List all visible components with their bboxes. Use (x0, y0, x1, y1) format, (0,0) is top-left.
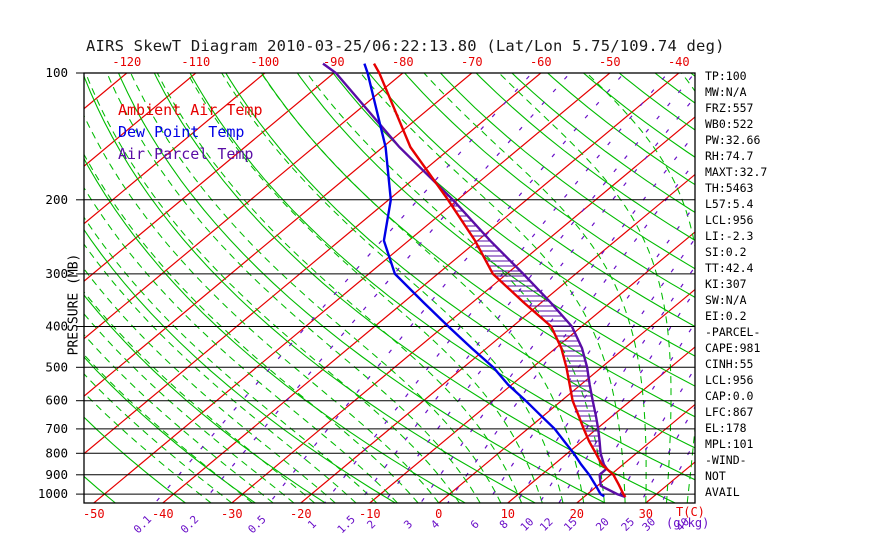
svg-text:-30: -30 (221, 507, 243, 521)
panel-line: SW:N/A (705, 293, 747, 307)
panel-line: LCL:956 (705, 213, 754, 227)
svg-text:-80: -80 (392, 55, 414, 69)
legend-air-parcel-temp: Air Parcel Temp (118, 145, 254, 163)
svg-text:-20: -20 (290, 507, 312, 521)
panel-line: TT:42.4 (705, 261, 754, 275)
panel-line: MPL:101 (705, 437, 754, 451)
panel-line: MW:N/A (705, 85, 747, 99)
panel-line: CAP:0.0 (705, 389, 754, 403)
svg-text:-100: -100 (250, 55, 279, 69)
svg-text:-10: -10 (359, 507, 381, 521)
svg-text:-110: -110 (181, 55, 210, 69)
svg-text:700: 700 (45, 421, 68, 436)
svg-text:-40: -40 (668, 55, 690, 69)
svg-text:10: 10 (518, 515, 537, 534)
svg-text:-40: -40 (152, 507, 174, 521)
panel-line: SI:0.2 (705, 245, 747, 259)
svg-text:200: 200 (45, 192, 68, 207)
panel-line: CINH:55 (705, 357, 754, 371)
svg-text:20: 20 (570, 507, 584, 521)
svg-text:100: 100 (45, 65, 68, 80)
panel-line: L57:5.4 (705, 197, 754, 211)
panel-line: -PARCEL- (705, 325, 761, 339)
panel-line: CAPE:981 (705, 341, 761, 355)
svg-text:600: 600 (45, 393, 68, 408)
panel-line: MAXT:32.7 (705, 165, 768, 179)
panel-line: PW:32.66 (705, 133, 761, 147)
panel-line: NOT (705, 469, 726, 483)
svg-text:0.1: 0.1 (131, 513, 154, 536)
svg-text:-70: -70 (461, 55, 483, 69)
svg-text:1000: 1000 (38, 486, 68, 501)
svg-text:6: 6 (468, 518, 482, 532)
legend-ambient-air-temp: Ambient Air Temp (118, 101, 263, 119)
svg-text:-50: -50 (599, 55, 621, 69)
panel-line: EI:0.2 (705, 309, 747, 323)
legend-dew-point-temp: Dew Point Temp (118, 123, 245, 141)
svg-text:300: 300 (45, 266, 68, 281)
panel-line: WB0:522 (705, 117, 754, 131)
temperature-unit-label: T(C) (676, 505, 705, 519)
svg-text:-90: -90 (323, 55, 345, 69)
panel-line: LI:-2.3 (705, 229, 754, 243)
svg-text:900: 900 (45, 467, 68, 482)
svg-text:800: 800 (45, 445, 68, 460)
panel-line: EL:178 (705, 421, 747, 435)
svg-text:1.5: 1.5 (335, 513, 358, 536)
chart-title: AIRS SkewT Diagram 2010-03-25/06:22:13.8… (86, 37, 725, 55)
panel-line: AVAIL (705, 485, 740, 499)
panel-line: -WIND- (705, 453, 747, 467)
svg-text:-50: -50 (83, 507, 105, 521)
panel-line: RH:74.7 (705, 149, 754, 163)
svg-text:-120: -120 (112, 55, 141, 69)
panel-line: TH:5463 (705, 181, 754, 195)
sounding-indices-panel: TP:100 MW:N/A FRZ:557 WB0:522 PW:32.66 RH:74.… (705, 68, 865, 500)
svg-text:0.5: 0.5 (245, 513, 268, 536)
svg-text:3: 3 (401, 518, 415, 532)
panel-line: LCL:956 (705, 373, 754, 387)
panel-line: FRZ:557 (705, 101, 754, 115)
pressure-axis-label: PRESSURE (MB) (66, 253, 82, 356)
svg-text:0.2: 0.2 (178, 513, 201, 536)
svg-text:10: 10 (501, 507, 515, 521)
svg-text:12: 12 (537, 515, 556, 534)
panel-line: LFC:867 (705, 405, 754, 419)
svg-text:-60: -60 (530, 55, 552, 69)
svg-text:20: 20 (593, 515, 612, 534)
svg-text:400: 400 (45, 319, 68, 334)
svg-text:25: 25 (619, 515, 638, 534)
svg-text:0: 0 (435, 507, 442, 521)
svg-text:30: 30 (639, 507, 653, 521)
panel-line: TP:100 (705, 69, 747, 83)
mixing-ratio-unit-label: (g/kg) (666, 516, 710, 530)
panel-line: KI:307 (705, 277, 747, 291)
svg-text:500: 500 (45, 359, 68, 374)
